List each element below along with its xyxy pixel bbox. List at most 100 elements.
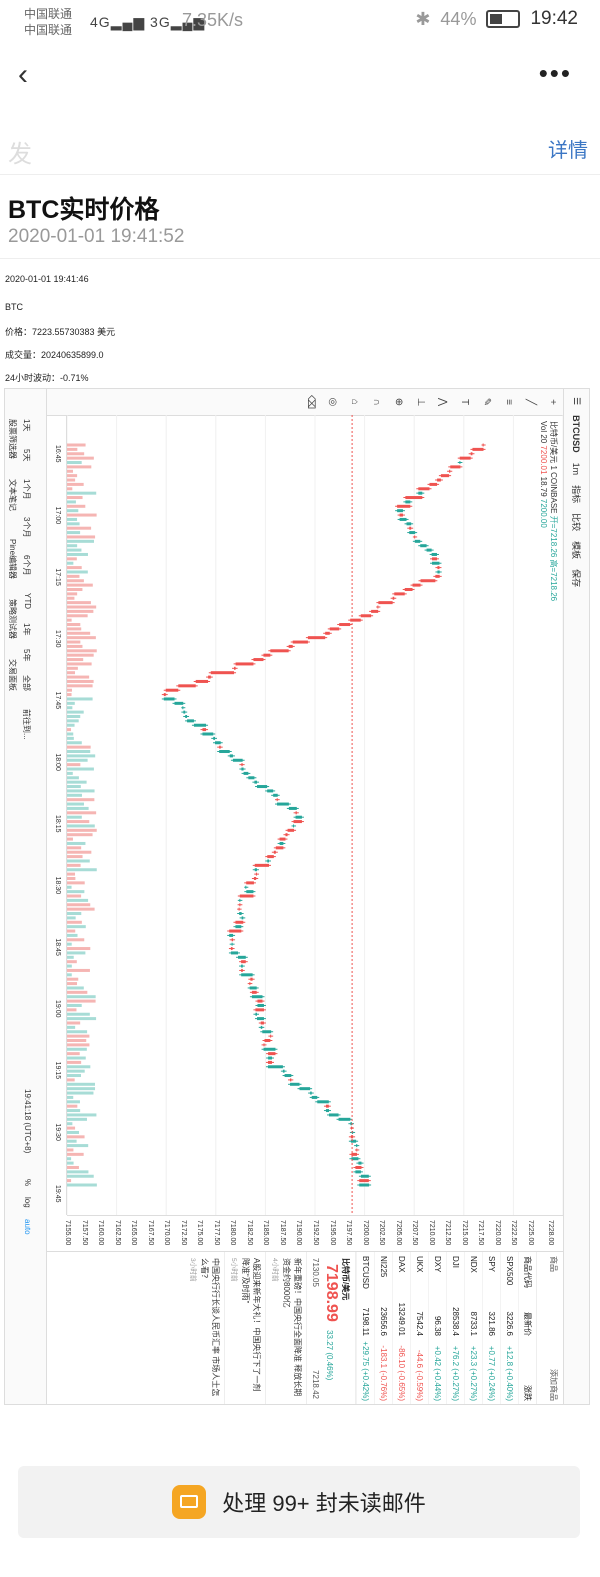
volume-bar bbox=[67, 640, 81, 644]
watchlist-row[interactable]: SPX500 3226.6 +12.8 (+0.40%) bbox=[500, 1252, 518, 1404]
watchlist-cell-sym: SPX500 bbox=[505, 1256, 514, 1286]
brush-icon[interactable]: ✎ bbox=[481, 397, 492, 407]
eye-icon[interactable]: ◎ bbox=[327, 397, 338, 407]
back-icon[interactable]: ‹ bbox=[18, 58, 28, 91]
volume-bar bbox=[67, 955, 74, 959]
buy-price[interactable]: 7200.01 bbox=[539, 445, 548, 475]
trendline-icon[interactable]: ╱ bbox=[525, 398, 536, 406]
volume-bar bbox=[67, 557, 77, 561]
range-6m[interactable]: 6个月 bbox=[22, 555, 31, 576]
candle bbox=[231, 938, 234, 942]
candle bbox=[394, 592, 405, 596]
add-symbol-button[interactable]: 添加商品 bbox=[549, 1369, 558, 1401]
watchlist-row[interactable]: NDX 8733.1 +23.3 (+0.27%) bbox=[464, 1252, 482, 1404]
magnet-icon[interactable]: ∩ bbox=[371, 398, 382, 406]
fib-icon[interactable]: ≡ bbox=[503, 399, 514, 405]
unread-mail-button[interactable]: 处理 99+ 封未读邮件 bbox=[18, 1466, 580, 1538]
watchlist-row[interactable]: UKX 7542.4 -44.6 (-0.59%) bbox=[410, 1252, 428, 1404]
candle bbox=[328, 1113, 339, 1117]
volume-bar bbox=[67, 890, 85, 894]
range-1d[interactable]: 1天 bbox=[22, 419, 31, 432]
day-range: 7130.05 7218.42 bbox=[311, 1258, 320, 1399]
percent-toggle[interactable]: % bbox=[23, 1179, 32, 1187]
range-5y[interactable]: 5年 bbox=[22, 649, 31, 662]
candle bbox=[351, 1152, 357, 1156]
price-tick: 7205.00 bbox=[394, 1220, 402, 1246]
range-1m[interactable]: 1个月 bbox=[22, 479, 31, 500]
candle bbox=[437, 570, 440, 574]
goto-date[interactable]: 前往到... bbox=[22, 709, 31, 740]
watchlist-row[interactable]: DJI 28538.4 +76.2 (+0.27%) bbox=[446, 1252, 464, 1404]
range-all[interactable]: 全部 bbox=[22, 675, 31, 691]
volume-bar bbox=[67, 631, 91, 635]
news-item[interactable]: 新年重磅！中国央行全面降准 释放长期资金约8000亿 4小时前 bbox=[266, 1252, 307, 1404]
tab-screener[interactable]: 股票筛选器 bbox=[8, 419, 17, 459]
trash-icon[interactable]: ⌫ bbox=[305, 394, 316, 410]
tab-trading[interactable]: 交易面板 bbox=[8, 659, 17, 691]
candle bbox=[429, 482, 438, 486]
candle bbox=[163, 693, 166, 697]
watchlist-row[interactable]: BTCUSD 7198.11 +29.75 (+0.42%) bbox=[356, 1252, 374, 1404]
zoom-icon[interactable]: ⊕ bbox=[393, 397, 404, 407]
volume-bar bbox=[67, 701, 75, 705]
candle bbox=[293, 824, 295, 828]
price-tick: 7220.00 bbox=[493, 1220, 501, 1246]
log-toggle[interactable]: log bbox=[23, 1197, 32, 1208]
watchlist-cell-chg: -183.1 (-0.76%) bbox=[379, 1345, 388, 1401]
news-time: 4小时前 bbox=[271, 1258, 278, 1282]
crosshair-icon[interactable]: + bbox=[547, 399, 558, 405]
interval-label[interactable]: 1m bbox=[571, 462, 582, 476]
range-5d[interactable]: 5天 bbox=[22, 449, 31, 462]
news-item[interactable]: A股迎来新年大礼！中国央行下了一剂降准“及时雨” 5小时前 bbox=[225, 1252, 266, 1404]
toolbar-indicators[interactable]: 指标 bbox=[571, 485, 581, 504]
volume-bar bbox=[67, 1065, 91, 1069]
volume-bar bbox=[67, 1174, 94, 1178]
candle bbox=[273, 850, 276, 854]
lock-icon[interactable]: ⌂ bbox=[349, 398, 360, 406]
sell-price[interactable]: 7200.00 bbox=[539, 498, 548, 528]
watchlist-cell-last: 8733.1 bbox=[469, 1311, 478, 1336]
toolbar-compare[interactable]: 比较 bbox=[571, 513, 581, 532]
auto-toggle[interactable]: auto bbox=[23, 1219, 32, 1235]
volume-bar bbox=[67, 1104, 78, 1108]
text-icon[interactable]: T bbox=[459, 398, 470, 406]
tab-notes[interactable]: 文本笔记 bbox=[8, 479, 17, 511]
candle bbox=[482, 443, 484, 447]
candle bbox=[219, 750, 230, 754]
tab-strategy[interactable]: 策略测试器 bbox=[8, 599, 17, 639]
pattern-icon[interactable]: ⋀ bbox=[437, 397, 448, 407]
range-3m[interactable]: 3个月 bbox=[22, 517, 31, 538]
toolbar-save[interactable]: 保存 bbox=[571, 569, 581, 588]
volume-bar bbox=[67, 452, 85, 456]
volume-bar bbox=[67, 1091, 94, 1095]
volume-bar bbox=[67, 1043, 90, 1047]
price-axis[interactable]: 7228.00 7225.00 7222.50 7220.00 7217.50 7215.… bbox=[64, 1215, 563, 1252]
more-button[interactable]: ••• bbox=[538, 58, 572, 88]
candle bbox=[277, 802, 289, 806]
symbol-label[interactable]: BTCUSD bbox=[571, 415, 582, 453]
tab-pine[interactable]: Pine编辑器 bbox=[8, 539, 17, 580]
toolbar-templates[interactable]: 模板 bbox=[571, 541, 581, 560]
measure-icon[interactable]: ⊥ bbox=[415, 397, 426, 407]
price-chart[interactable] bbox=[67, 415, 563, 1215]
range-ytd[interactable]: YTD bbox=[23, 593, 32, 609]
candle bbox=[251, 990, 257, 994]
candle bbox=[193, 723, 207, 727]
time-axis[interactable]: 16:45 17:00 17:15 17:30 17:45 18:00 18:15 18:30… bbox=[46, 415, 67, 1215]
volume-bar bbox=[67, 1179, 72, 1183]
volume-bar bbox=[67, 1170, 89, 1174]
watchlist-row[interactable]: NI225 23656.6 -183.1 (-0.76%) bbox=[374, 1252, 392, 1404]
candle bbox=[371, 609, 379, 613]
details-link[interactable]: 详情 bbox=[548, 140, 588, 162]
volume-bar bbox=[67, 982, 78, 986]
watchlist-row[interactable]: SPY 321.86 +0.77 (+0.24%) bbox=[482, 1252, 500, 1404]
volume-bar bbox=[67, 977, 79, 981]
news-item[interactable]: 中国央行行长谈人民币汇率 市场人士怎么看？ 3小时前 bbox=[184, 1252, 225, 1404]
watchlist-row[interactable]: DAX 13249.01 -86.10 (-0.65%) bbox=[392, 1252, 410, 1404]
range-1y[interactable]: 1年 bbox=[22, 623, 31, 636]
candle bbox=[284, 1074, 292, 1078]
candle bbox=[295, 811, 297, 815]
watchlist-row[interactable]: DXY 96.38 +0.42 (+0.44%) bbox=[428, 1252, 446, 1404]
menu-icon[interactable]: ☰ bbox=[572, 397, 582, 406]
volume-bar bbox=[67, 973, 72, 977]
